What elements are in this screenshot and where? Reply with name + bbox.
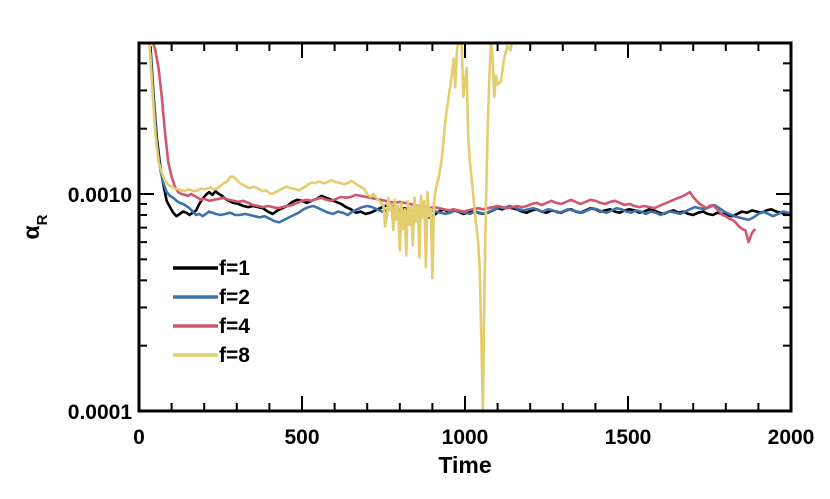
y-axis-title: αR: [18, 214, 51, 239]
x-axis-title: Time: [438, 452, 491, 478]
legend: f=1 f=2 f=4 f=8: [173, 257, 250, 367]
x-tick-label: 1500: [605, 426, 652, 449]
legend-label-f-2: f=2: [219, 286, 250, 309]
x-tick-label: 1000: [442, 426, 489, 449]
x-tick-label: 500: [284, 426, 319, 449]
series-layer: [148, 43, 791, 411]
series-line-f-2: [149, 52, 791, 224]
label-layer: 0 500 1000 1500 2000 0.0001 0.0010: [68, 184, 815, 449]
series-line-f-1: [149, 46, 791, 219]
x-tick-label: 0: [133, 426, 145, 449]
y-tick-label: 0.0001: [68, 401, 133, 424]
y-tick-label: 0.0010: [68, 184, 132, 207]
series-line-f-4: [151, 43, 757, 244]
y-axis-subscript: R: [34, 214, 51, 225]
tick-layer: [138, 43, 792, 412]
series-line-f-8: [148, 43, 514, 411]
legend-label-f-4: f=4: [219, 315, 250, 338]
legend-label-f-1: f=1: [219, 257, 250, 280]
x-tick-label: 2000: [768, 426, 815, 449]
legend-label-f-8: f=8: [219, 344, 250, 367]
y-axis-symbol: α: [18, 225, 44, 239]
